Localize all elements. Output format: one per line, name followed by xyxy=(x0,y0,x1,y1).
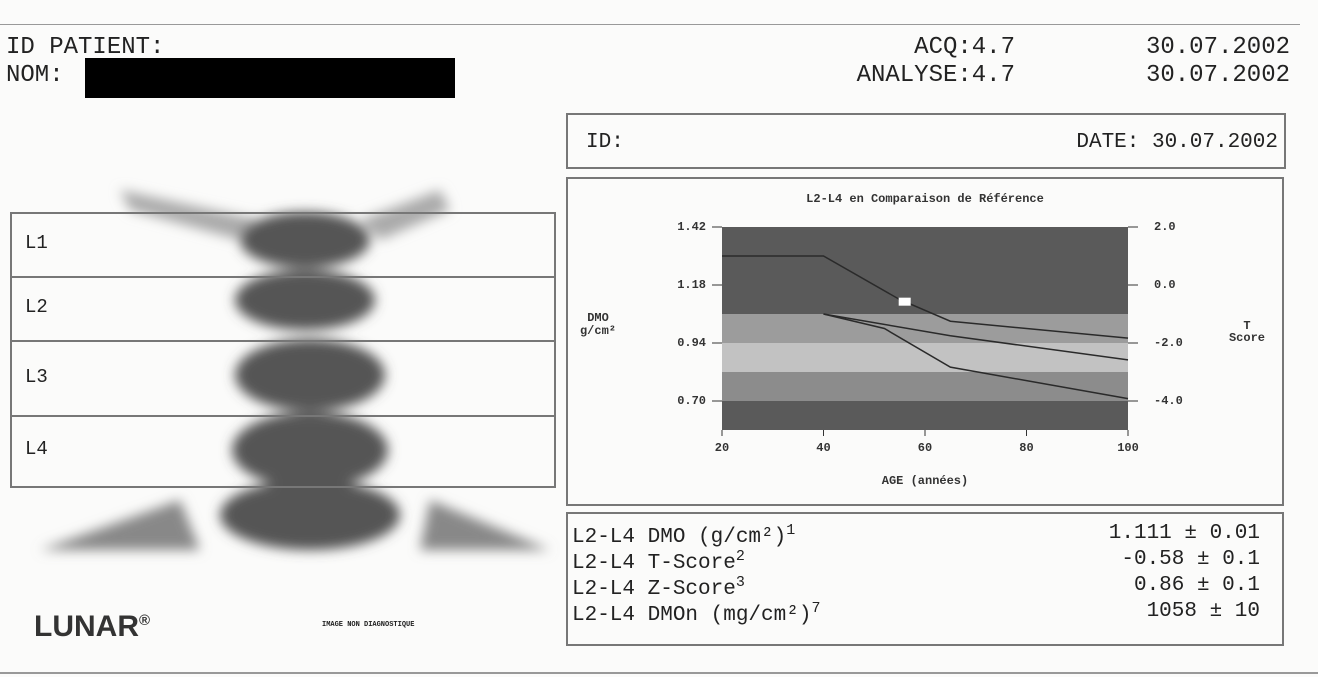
y-tick-label: 0.94 xyxy=(677,336,706,350)
x-tick-label: 60 xyxy=(918,441,932,455)
x-tick-label: 80 xyxy=(1019,441,1033,455)
y2-tick-label: -4.0 xyxy=(1154,394,1183,408)
result-row: L2-L4 T-Score2 -0.58 ± 0.1 xyxy=(572,548,1272,575)
result-note: 7 xyxy=(811,600,820,617)
result-value: 1058 ± 10 xyxy=(1147,600,1260,623)
x-axis-label: AGE (années) xyxy=(882,474,968,488)
result-value: 0.86 ± 0.1 xyxy=(1134,574,1260,597)
band xyxy=(722,343,1128,372)
y2-axis-label: Score xyxy=(1229,331,1265,345)
y-axis-label: DMO xyxy=(587,311,609,325)
band xyxy=(722,314,1128,343)
result-note: 2 xyxy=(736,548,745,565)
x-tick-label: 20 xyxy=(715,441,729,455)
y-tick-label: 1.42 xyxy=(677,220,706,234)
report: ID PATIENT: NOM: ACQ:4.7 30.07.2002 ANAL… xyxy=(0,0,1318,677)
result-row: L2-L4 DMOn (mg/cm²)7 1058 ± 10 xyxy=(572,600,1272,627)
y-tick-label: 1.18 xyxy=(677,278,706,292)
result-label: L2-L4 Z-Score xyxy=(572,578,736,601)
band xyxy=(722,372,1128,401)
result-row: L2-L4 DMO (g/cm²)1 1.111 ± 0.01 xyxy=(572,522,1272,549)
y-axis-label: g/cm² xyxy=(580,324,616,338)
result-label: L2-L4 T-Score xyxy=(572,552,736,575)
result-label: L2-L4 DMOn (mg/cm²) xyxy=(572,604,811,627)
y2-tick-label: -2.0 xyxy=(1154,336,1183,350)
result-row: L2-L4 Z-Score3 0.86 ± 0.1 xyxy=(572,574,1272,601)
x-tick-label: 40 xyxy=(816,441,830,455)
result-label: L2-L4 DMO (g/cm²) xyxy=(572,526,786,549)
y-tick-label: 0.70 xyxy=(677,394,706,408)
patient-point xyxy=(899,298,911,306)
result-note: 3 xyxy=(736,574,745,591)
y2-tick-label: 2.0 xyxy=(1154,220,1176,234)
result-note: 1 xyxy=(786,522,795,539)
chart-title: L2-L4 en Comparaison de Référence xyxy=(806,192,1044,206)
y2-tick-label: 0.0 xyxy=(1154,278,1176,292)
result-value: -0.58 ± 0.1 xyxy=(1121,548,1260,571)
x-tick-label: 100 xyxy=(1117,441,1139,455)
result-value: 1.111 ± 0.01 xyxy=(1109,522,1260,545)
